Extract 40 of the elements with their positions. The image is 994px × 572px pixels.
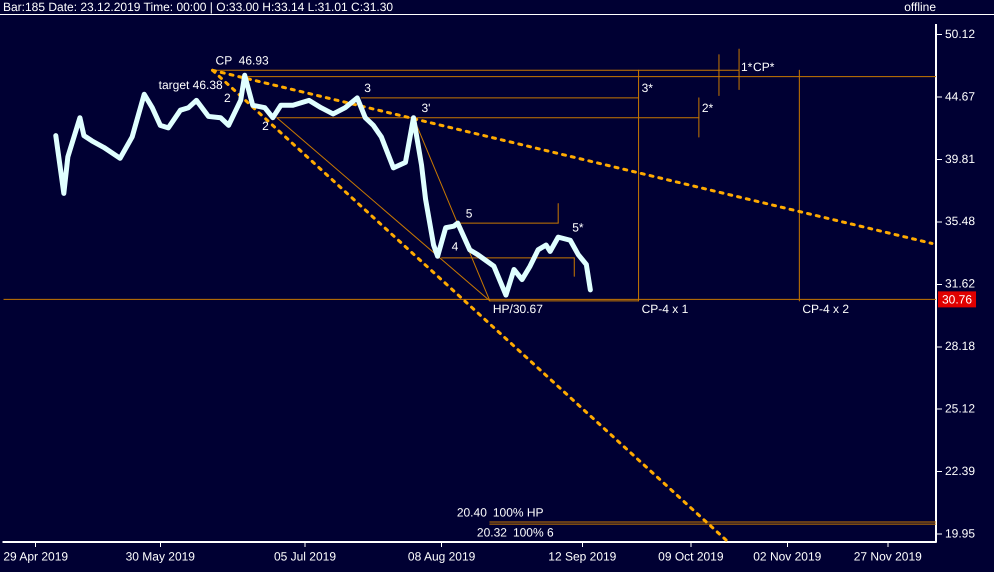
annotation: 3* bbox=[642, 81, 654, 96]
annotation: 2* bbox=[702, 101, 714, 116]
annotation: HP/30.67 bbox=[492, 302, 544, 316]
annotation: 5 bbox=[466, 206, 473, 220]
x-tick-label: 30 May 2019 bbox=[126, 550, 196, 564]
y-tick-label: 25.12 bbox=[945, 401, 976, 416]
y-tick-label: 50.12 bbox=[945, 26, 976, 41]
y-tick-label: 28.18 bbox=[945, 339, 976, 354]
x-tick-label: 05 Jul 2019 bbox=[274, 550, 336, 564]
annotation: 4 bbox=[452, 240, 459, 254]
y-tick-label: 35.48 bbox=[945, 214, 976, 228]
y-tick-label: 31.62 bbox=[945, 276, 976, 291]
y-tick-label: 22.39 bbox=[945, 464, 976, 478]
annotation: 2 bbox=[224, 91, 232, 106]
x-tick-label: 02 Nov 2019 bbox=[753, 550, 822, 564]
y-tick-label: 19.95 bbox=[945, 526, 976, 540]
annotation: 5* bbox=[572, 220, 584, 234]
x-tick-label: 12 Sep 2019 bbox=[548, 550, 617, 564]
x-tick-label: 27 Nov 2019 bbox=[854, 550, 922, 564]
text: offline bbox=[904, 0, 936, 14]
y-tick-label: 39.81 bbox=[945, 152, 976, 166]
x-tick-label: 29 Apr 2019 bbox=[3, 550, 68, 564]
ref-line-label: 30.76 bbox=[942, 292, 972, 307]
annotation: 100% 6 bbox=[512, 525, 554, 540]
x-tick-label: 08 Aug 2019 bbox=[408, 550, 476, 564]
annotation: 3 bbox=[364, 81, 372, 96]
annotation: 100% HP bbox=[492, 505, 544, 520]
y-tick-label: 44.67 bbox=[945, 89, 976, 104]
annotation: 20.32 bbox=[476, 525, 508, 540]
annotation: CP* bbox=[753, 60, 775, 74]
annotation: 1* bbox=[740, 60, 753, 74]
annotation: target 46.38 bbox=[158, 78, 224, 92]
annotation: CP 46.93 bbox=[216, 54, 270, 68]
annotation: 2 bbox=[262, 119, 270, 134]
annotation: CP-4 x 2 bbox=[802, 302, 850, 316]
x-tick-label: 09 Oct 2019 bbox=[658, 550, 724, 564]
annotation: 20.40 bbox=[456, 505, 488, 520]
chart-title: Bar:185 Date: 23.12.2019 Time: 00:00 | O:33.00 H:33.14 L:31.01 C:31.30 bbox=[3, 0, 394, 14]
annotation: CP-4 x 1 bbox=[642, 302, 689, 316]
annotation: 3' bbox=[422, 101, 430, 116]
